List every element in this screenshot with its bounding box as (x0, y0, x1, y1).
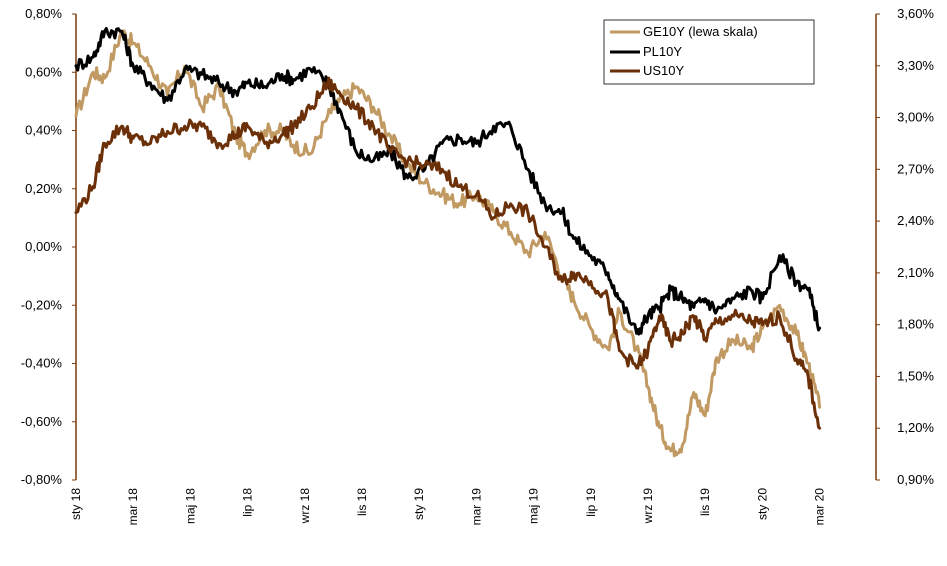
y-right-tick-label: 1,80% (897, 317, 934, 332)
y-left-tick-label: 0,60% (25, 64, 62, 79)
y-right-tick-label: 3,60% (897, 6, 934, 21)
y-left-tick-label: 0,00% (25, 239, 62, 254)
x-tick-label: sty 18 (69, 488, 83, 520)
y-left-ticks: -0,80% -0,60% -0,40% -0,20% 0,00% 0,20% 0,40% 0… (21, 6, 76, 487)
y-left-tick-label: -0,80% (21, 472, 63, 487)
legend: GE10Y (lewa skala) PL10Y US10Y (603, 19, 815, 85)
y-right-ticks: 0,90% 1,20% 1,50% 1,80% 2,10% 2,40% 2,70% 3,00%… (876, 6, 934, 487)
legend-label-us10y: US10Y (643, 63, 685, 78)
x-tick-label: lip 19 (584, 488, 598, 517)
x-tick-label: mar 18 (126, 488, 140, 526)
x-tick-label: mar 20 (813, 488, 827, 526)
series-line-ge10y (74, 29, 822, 458)
x-tick-label: maj 18 (183, 488, 197, 524)
y-right-tick-label: 3,00% (897, 110, 934, 125)
x-tick-label: wrz 18 (298, 488, 312, 525)
y-right-tick-label: 1,50% (897, 368, 934, 383)
y-left-tick-label: -0,40% (21, 356, 63, 371)
legend-label-pl10y: PL10Y (643, 44, 682, 59)
x-tick-label: mar 19 (469, 488, 483, 526)
x-tick-label: lis 19 (698, 488, 712, 516)
series-line-pl10y (74, 27, 822, 336)
y-right-tick-label: 2,40% (897, 213, 934, 228)
y-right-tick-label: 3,30% (897, 58, 934, 73)
y-right-tick-label: 1,20% (897, 420, 934, 435)
x-tick-label: lis 18 (355, 488, 369, 516)
series-line-us10y (74, 76, 822, 430)
y-left-tick-label: 0,20% (25, 181, 62, 196)
x-tick-label: sty 20 (755, 488, 769, 520)
y-left-tick-label: 0,80% (25, 6, 62, 21)
y-left-tick-label: 0,40% (25, 123, 62, 138)
legend-label-ge10y: GE10Y (lewa skala) (643, 24, 758, 39)
y-left-tick-label: -0,20% (21, 297, 63, 312)
y-right-tick-label: 2,10% (897, 265, 934, 280)
y-left-tick-label: -0,60% (21, 414, 63, 429)
series-lines (74, 27, 822, 458)
x-tick-label: maj 19 (527, 488, 541, 524)
y-right-tick-label: 0,90% (897, 472, 934, 487)
y-right-tick-label: 2,70% (897, 161, 934, 176)
x-tick-label: lip 18 (241, 488, 255, 517)
x-tick-label: sty 19 (412, 488, 426, 520)
x-tick-label: wrz 19 (641, 488, 655, 525)
x-ticks: sty 18 mar 18 maj 18 lip 18 wrz 18 lis 18 sty … (69, 488, 827, 526)
